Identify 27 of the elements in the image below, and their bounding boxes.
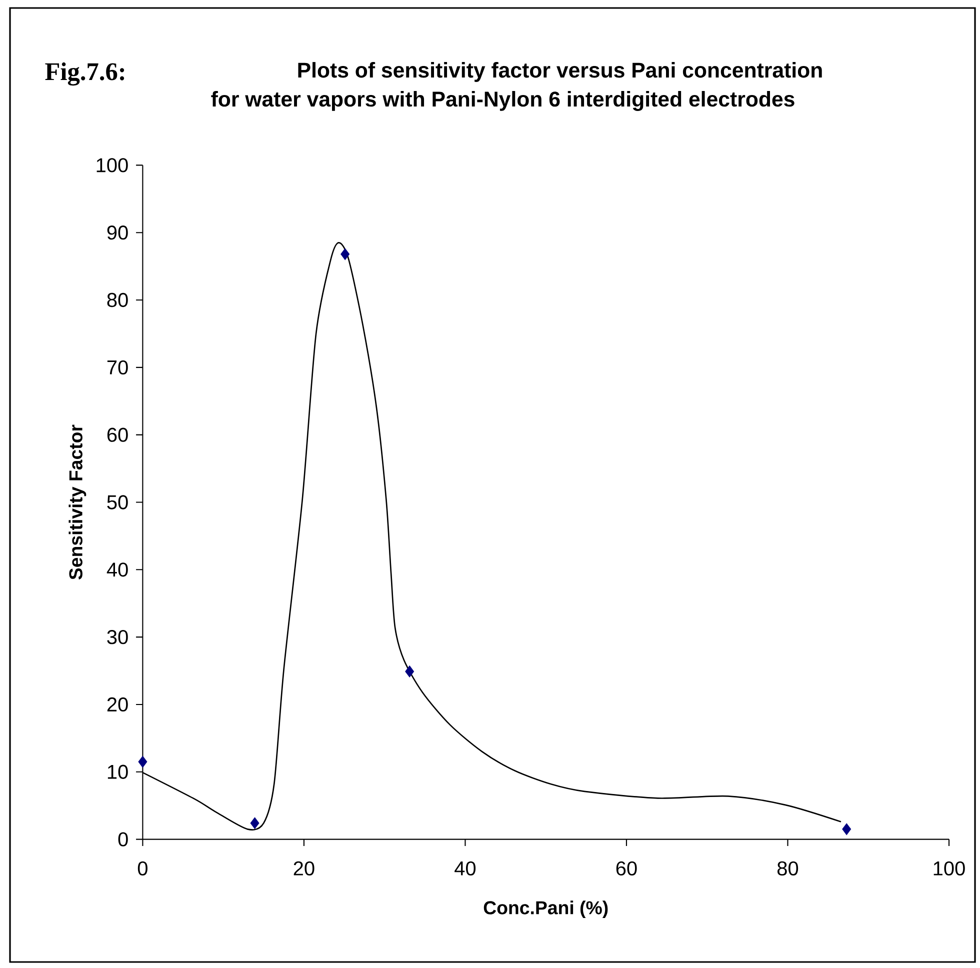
y-tick-label: 30 bbox=[107, 630, 128, 644]
caption: Fig.7.6: bbox=[45, 62, 124, 86]
point bbox=[842, 823, 852, 836]
y-tick-label: 80 bbox=[107, 292, 128, 308]
chart-subtitle: for water vapors with Pani-Nylon 6 interdigited electrodes bbox=[211, 91, 794, 111]
y-tick-label: 70 bbox=[107, 360, 128, 374]
x-axis-title: Conc.Pani (%) bbox=[484, 900, 608, 918]
y-tick-label: 60 bbox=[107, 428, 128, 442]
y-tick-label: 40 bbox=[106, 562, 128, 577]
y-tick-label: 90 bbox=[107, 226, 128, 240]
y-tick-label: 50 bbox=[107, 495, 128, 510]
x-tick-label: 20 bbox=[294, 861, 314, 876]
x-tick-label: 100 bbox=[934, 861, 965, 876]
y-tick-label: 10 bbox=[108, 764, 128, 779]
y-tick-label: 20 bbox=[107, 697, 128, 712]
point bbox=[138, 756, 148, 768]
point bbox=[405, 666, 414, 678]
x-tick-label: 0 bbox=[138, 861, 148, 876]
x-tick-label: 40 bbox=[454, 861, 476, 876]
chart-title: Plots of sensitivity factor versus Pani concentration bbox=[298, 62, 822, 82]
point bbox=[340, 248, 350, 260]
x-tick-label: 60 bbox=[616, 861, 637, 876]
y-axis-title: Sensitivity Factor bbox=[68, 424, 86, 580]
y-tick-label: 0 bbox=[118, 832, 128, 846]
point bbox=[250, 817, 260, 829]
x-tick-label: 80 bbox=[777, 861, 798, 876]
y-tick-label: 100 bbox=[96, 158, 128, 172]
